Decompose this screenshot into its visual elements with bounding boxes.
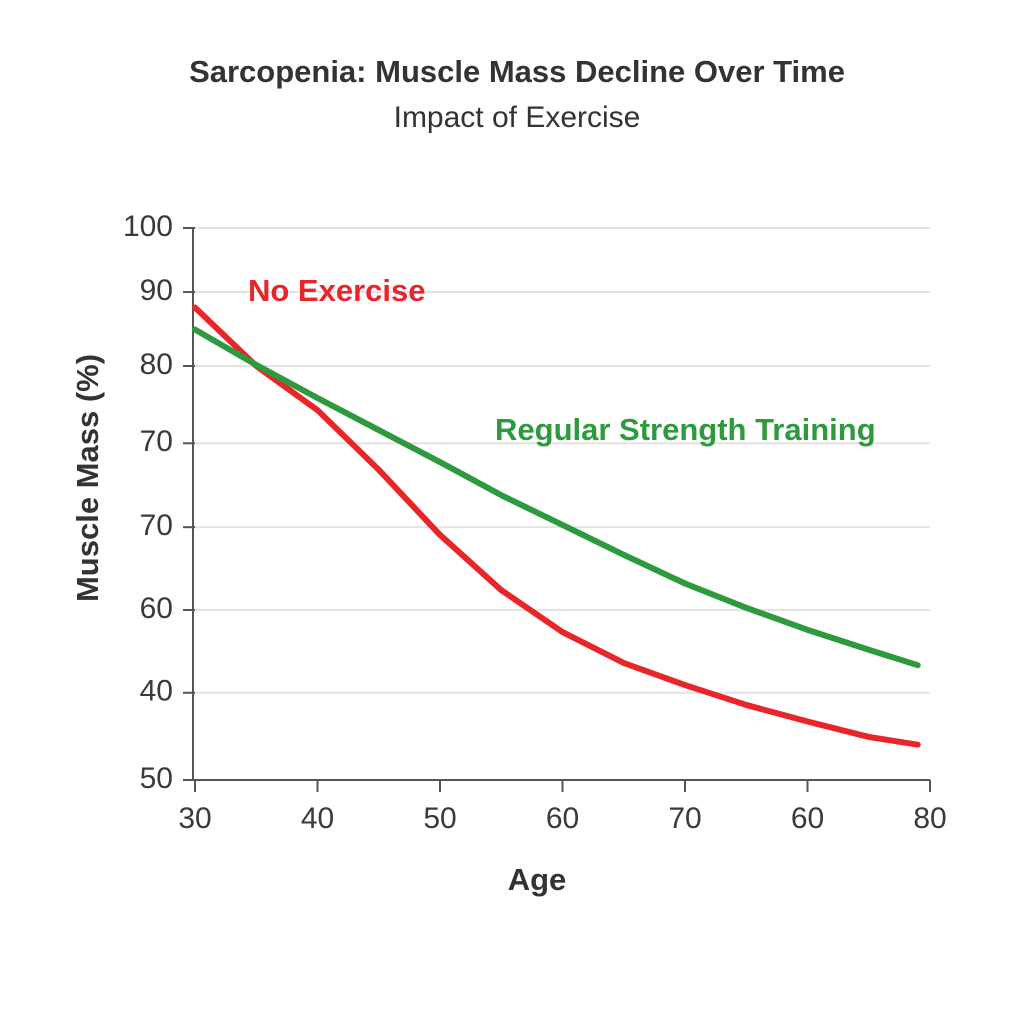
y-tick-label: 40 <box>140 675 173 708</box>
y-tick-label: 90 <box>140 274 173 307</box>
y-tick-label: 50 <box>140 762 173 795</box>
x-tick-label: 60 <box>546 802 579 835</box>
line <box>192 304 921 748</box>
x-tick-label: 30 <box>178 802 211 835</box>
series-label: Regular Strength Training <box>495 412 876 447</box>
line <box>192 326 921 669</box>
x-axis-label: Age <box>508 862 567 897</box>
chart-subtitle: Impact of Exercise <box>394 101 641 134</box>
series-label: No Exercise <box>248 273 426 308</box>
x-tick-label: 60 <box>791 802 824 835</box>
x-tick-label: 40 <box>301 802 334 835</box>
x-tick-label: 80 <box>913 802 946 835</box>
x-tick-label: 50 <box>423 802 456 835</box>
y-tick-label: 70 <box>140 425 173 458</box>
y-axis-label: Muscle Mass (%) <box>70 354 105 602</box>
x-tick-label: 70 <box>668 802 701 835</box>
y-tick-label: 100 <box>123 210 173 243</box>
chart-title: Sarcopenia: Muscle Mass Decline Over Tim… <box>189 54 845 89</box>
y-tick-label: 60 <box>140 592 173 625</box>
y-tick-label: 70 <box>140 509 173 542</box>
y-tick-label: 80 <box>140 348 173 381</box>
